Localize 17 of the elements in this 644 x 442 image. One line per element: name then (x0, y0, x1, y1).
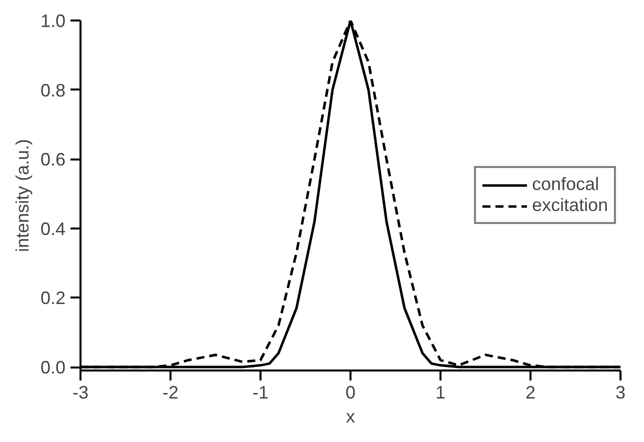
x-tick-label: 2 (525, 382, 536, 402)
y-tick-label: 0.6 (40, 150, 66, 170)
x-tick-label: -2 (162, 382, 179, 402)
legend-label: excitation (532, 195, 608, 216)
x-axis-title: x (346, 406, 355, 426)
x-tick-label: 1 (435, 382, 446, 402)
x-tick-label: 3 (615, 382, 626, 402)
y-tick-label: 0.4 (40, 218, 66, 239)
y-tick-label: 0.8 (40, 80, 66, 100)
x-tick-label: -1 (252, 382, 269, 402)
y-tick-label: 1.0 (40, 11, 66, 31)
x-tick-label: 0 (345, 382, 356, 402)
y-tick-label: 0.0 (40, 358, 66, 378)
legend-label: confocal (532, 174, 599, 195)
y-axis-title: intensity (a.u.) (12, 138, 32, 252)
y-tick-label: 0.2 (40, 288, 66, 308)
x-tick-label: -3 (72, 382, 89, 402)
